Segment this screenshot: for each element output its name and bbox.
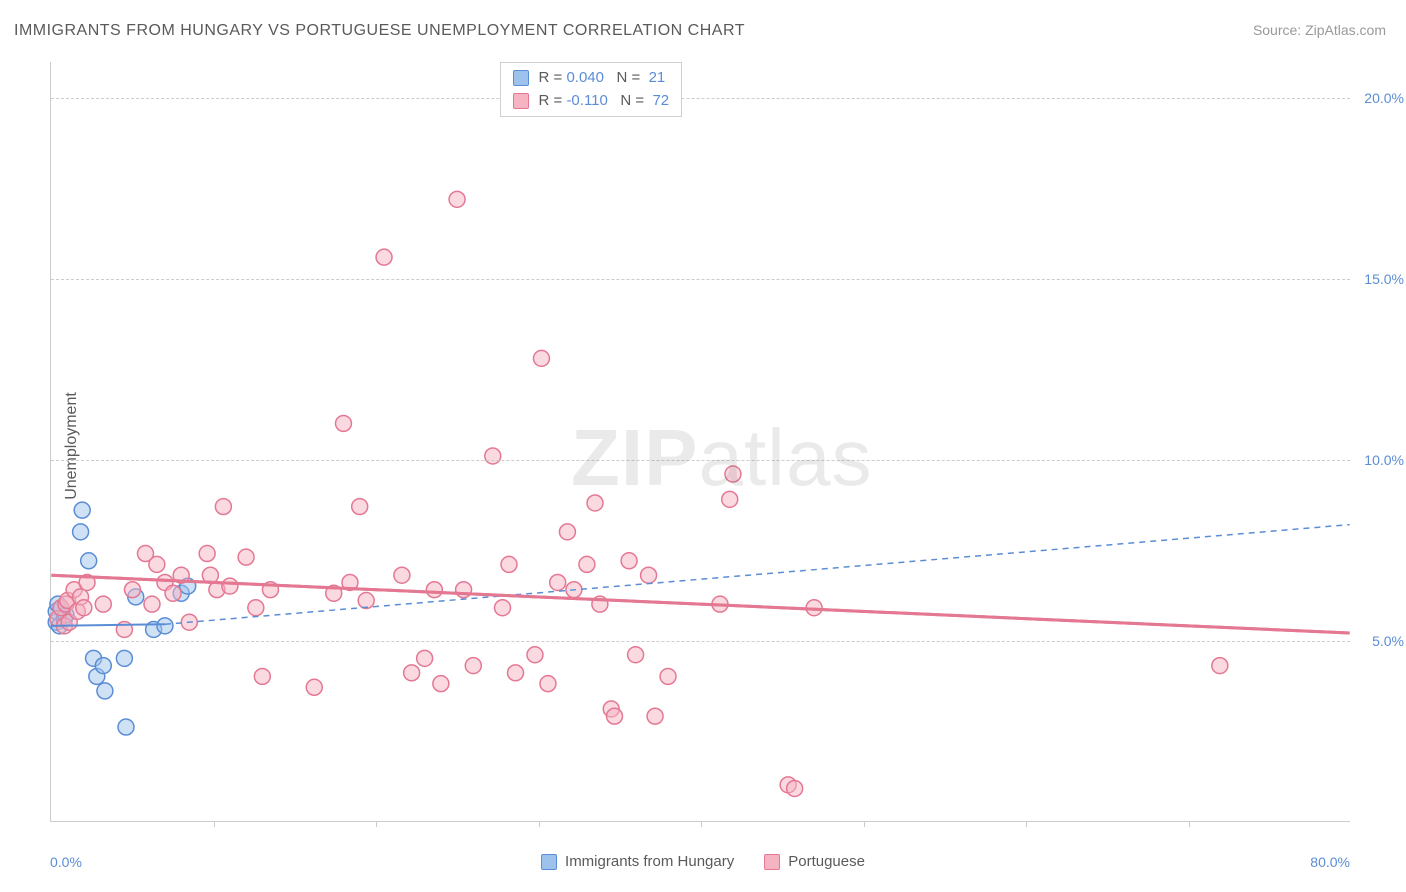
data-point [149,556,165,572]
x-tick [701,821,702,827]
data-point [358,593,374,609]
x-tick [864,821,865,827]
data-point [157,618,173,634]
data-point [116,650,132,666]
data-point [550,574,566,590]
data-point [352,499,368,515]
data-point [540,676,556,692]
data-point [465,658,481,674]
data-point [426,582,442,598]
data-point [76,600,92,616]
x-axis-min-label: 0.0% [50,854,82,870]
data-point [641,567,657,583]
legend-bottom: Immigrants from Hungary Portuguese [541,853,865,870]
legend-label: Immigrants from Hungary [565,853,734,870]
data-point [722,491,738,507]
data-point [73,524,89,540]
data-point [95,658,111,674]
source-label: Source: ZipAtlas.com [1253,22,1386,38]
y-tick-label: 20.0% [1364,90,1404,106]
data-point [579,556,595,572]
stats-legend: R = 0.040 N = 21R = -0.110 N = 72 [500,62,683,117]
stats-row: R = 0.040 N = 21 [513,67,670,90]
gridline [51,98,1350,99]
data-point [433,676,449,692]
trend-line [51,575,1349,633]
data-point [376,249,392,265]
data-point [501,556,517,572]
data-point [527,647,543,663]
data-point [254,668,270,684]
data-point [449,191,465,207]
data-point [165,585,181,601]
stats-text: R = 0.040 N = 21 [539,67,666,90]
legend-label: Portuguese [788,853,865,870]
data-point [74,502,90,518]
data-point [647,708,663,724]
y-tick-label: 10.0% [1364,452,1404,468]
data-point [417,650,433,666]
data-point [97,683,113,699]
x-tick [214,821,215,827]
data-point [495,600,511,616]
data-point [725,466,741,482]
legend-item: Immigrants from Hungary [541,853,734,870]
data-point [95,596,111,612]
x-tick [539,821,540,827]
data-point [306,679,322,695]
data-point [559,524,575,540]
data-point [199,546,215,562]
data-point [404,665,420,681]
legend-swatch [541,854,557,870]
trend-line-dashed [165,525,1350,625]
x-tick [1189,821,1190,827]
data-point [248,600,264,616]
x-axis-max-label: 80.0% [1310,854,1350,870]
plot-area: 5.0%10.0%15.0%20.0%ZIPatlasR = 0.040 N =… [50,62,1350,822]
data-point [335,415,351,431]
data-point [118,719,134,735]
legend-item: Portuguese [764,853,865,870]
legend-swatch [764,854,780,870]
y-tick-label: 5.0% [1372,633,1404,649]
data-point [144,596,160,612]
data-point [606,708,622,724]
y-tick-label: 15.0% [1364,271,1404,287]
data-point [587,495,603,511]
data-point [125,582,141,598]
scatter-svg [51,62,1350,821]
data-point [533,350,549,366]
x-tick [376,821,377,827]
legend-swatch [513,70,529,86]
data-point [215,499,231,515]
gridline [51,460,1350,461]
data-point [628,647,644,663]
stats-row: R = -0.110 N = 72 [513,90,670,113]
legend-swatch [513,93,529,109]
gridline [51,641,1350,642]
data-point [660,668,676,684]
gridline [51,279,1350,280]
data-point [508,665,524,681]
data-point [238,549,254,565]
data-point [485,448,501,464]
data-point [787,780,803,796]
data-point [222,578,238,594]
data-point [621,553,637,569]
x-tick [1026,821,1027,827]
chart-title: IMMIGRANTS FROM HUNGARY VS PORTUGUESE UN… [14,22,745,40]
stats-text: R = -0.110 N = 72 [539,90,670,113]
data-point [81,553,97,569]
data-point [394,567,410,583]
data-point [1212,658,1228,674]
